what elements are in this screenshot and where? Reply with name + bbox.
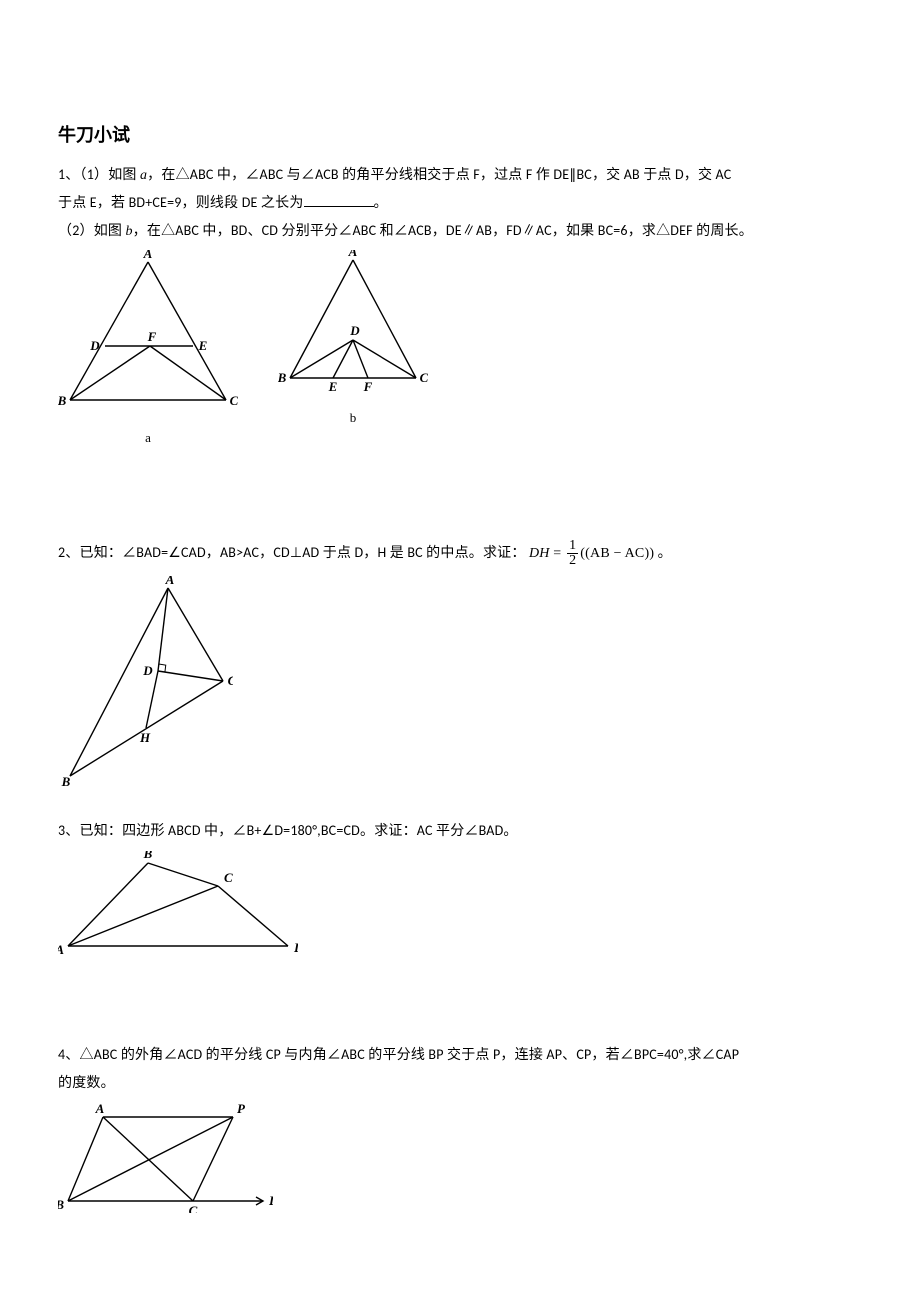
svg-text:D: D [142,663,153,678]
blank-fill [304,192,374,207]
p2-text: 2、已知：∠BAD=∠CAD，AB>AC，CD⊥AD 于点 D，H 是 BC 的… [58,539,862,568]
p2-eq: = [550,546,566,561]
p2-paren-close: ) [649,546,654,561]
svg-text:B: B [143,851,153,861]
p1-line1: 1、（1）如图 a，在△ABC 中，∠ABC 与∠ACB 的角平分线相交于点 F… [58,163,862,188]
frac-num: 1 [567,539,578,554]
svg-text:C: C [189,1203,198,1213]
frac-den: 2 [567,554,578,568]
p4-line1: 4、△ABC 的外角∠ACD 的平分线 CP 与内角∠ABC 的平分线 BP 交… [58,1043,862,1067]
fig-a-label: a [145,427,151,449]
svg-text:A: A [165,576,175,587]
svg-text:C: C [230,393,238,408]
p2-frac: 12 [567,539,578,568]
svg-text:F: F [363,379,373,394]
svg-text:A: A [58,942,64,956]
svg-text:D: D [268,1193,273,1208]
fig-2: A B C D H [58,576,233,791]
p1-line2-end: 。 [374,194,388,211]
p2-end: 。 [658,544,672,561]
svg-text:D: D [349,323,360,338]
svg-text:E: E [198,338,208,353]
svg-text:B: B [278,370,287,385]
p1-part2-b: ，在△ABC 中，BD、CD 分别平分∠ABC 和∠ACB，DE∥AB，FD∥A… [133,222,753,239]
fig-a: A B C D E F [58,250,238,425]
svg-text:P: P [237,1103,246,1116]
p4-line2: 的度数。 [58,1071,862,1095]
p3-figure: A B C D [58,851,862,964]
fig-b-label: b [350,407,357,429]
p2-dh: DH [529,546,550,561]
p3-text: 3、已知：四边形 ABCD 中，∠B+∠D=180°,BC=CD。求证：AC 平… [58,819,862,843]
p2-figure: A B C D H [58,576,862,799]
fig-b-block: A B C D E F b [278,250,428,449]
p1-part1-b: ，在△ABC 中，∠ABC 与∠ACB 的角平分线相交于点 F，过点 F 作 D… [147,166,731,183]
p1-part2: （2）如图 b，在△ABC 中，BD、CD 分别平分∠ABC 和∠ACB，DE∥… [58,219,862,244]
fig-a-block: A B C D E F a [58,250,238,449]
svg-text:B: B [61,774,71,789]
p1-part2-a: （2）如图 [58,222,125,239]
p2-text-a: 2、已知：∠BAD=∠CAD，AB>AC，CD⊥AD 于点 D，H 是 BC 的… [58,544,526,561]
svg-text:C: C [224,870,233,885]
section-title: 牛刀小试 [58,120,862,151]
p4-figure: A B C P D [58,1103,862,1221]
p2-paren: (AB − AC) [585,546,649,561]
p1-line2: 于点 E，若 BD+CE=9，则线段 DE 之长为 。 [58,191,862,215]
svg-text:H: H [139,730,151,745]
svg-text:B: B [58,1197,64,1212]
p1-line2-text: 于点 E，若 BD+CE=9，则线段 DE 之长为 [58,194,304,211]
svg-text:D: D [293,940,298,955]
svg-text:C: C [228,673,233,688]
svg-text:C: C [420,370,428,385]
p1-it-b: b [125,224,132,239]
fig-4: A B C P D [58,1103,273,1213]
svg-text:F: F [147,329,157,344]
fig-b: A B C D E F [278,250,428,405]
p1-figures: A B C D E F a A B C D E F b [58,250,862,449]
svg-text:D: D [89,338,100,353]
fig-3: A B C D [58,851,298,956]
svg-text:A: A [348,250,358,259]
svg-text:A: A [143,250,153,261]
p1-part1-a: 1、（1）如图 [58,166,140,183]
svg-text:E: E [328,379,338,394]
svg-text:B: B [58,393,67,408]
svg-text:A: A [95,1103,105,1116]
